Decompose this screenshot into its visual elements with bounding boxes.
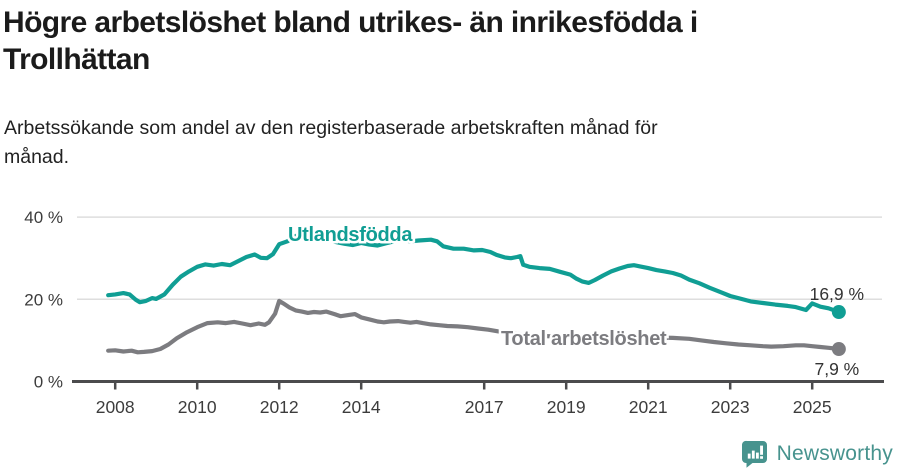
- total-line: [106, 298, 842, 355]
- x-tick-label: 2014: [342, 397, 381, 417]
- chart-area: 2008 2010 2012 2014 2017 2019 2021 2023 2025 0 % 2…: [0, 195, 900, 430]
- y-tick-label: 0 %: [34, 373, 63, 392]
- page-title: Högre arbetslöshet bland utrikes- än inr…: [3, 6, 698, 76]
- y-tick-label: 40 %: [24, 208, 63, 227]
- x-tick-label: 2019: [547, 397, 586, 417]
- total-end-value-label: 7,9 %: [814, 359, 859, 379]
- utlandsfodda-series-label: Utlandsfödda: [288, 224, 413, 246]
- newsworthy-wordmark: Newsworthy: [776, 442, 893, 465]
- y-tick-label: 20 %: [24, 290, 63, 309]
- total-end-dot: [831, 342, 846, 357]
- x-tick-label: 2025: [793, 397, 832, 417]
- newsworthy-bubble-chart-icon: [741, 440, 767, 468]
- x-tick-label: 2012: [260, 397, 299, 417]
- unemployment-line-chart: 2008 2010 2012 2014 2017 2019 2021 2023 2025 0 % 2…: [24, 208, 884, 417]
- x-tick-label: 2017: [465, 397, 504, 417]
- page-subtitle: Arbetssökande som andel av den registerb…: [4, 117, 658, 168]
- x-tick-label: 2010: [178, 397, 217, 417]
- utlandsfodda-end-dot: [831, 305, 846, 320]
- x-tick-label: 2008: [96, 397, 135, 417]
- x-tick-label: 2023: [711, 397, 750, 417]
- total-series-label: Total arbetslöshet: [501, 328, 667, 350]
- newsworthy-logo[interactable]: Newsworthy: [741, 440, 893, 468]
- x-tick-label: 2021: [629, 397, 668, 417]
- utlandsfodda-end-value-label: 16,9 %: [810, 284, 864, 304]
- utlandsfodda-line: [106, 231, 842, 315]
